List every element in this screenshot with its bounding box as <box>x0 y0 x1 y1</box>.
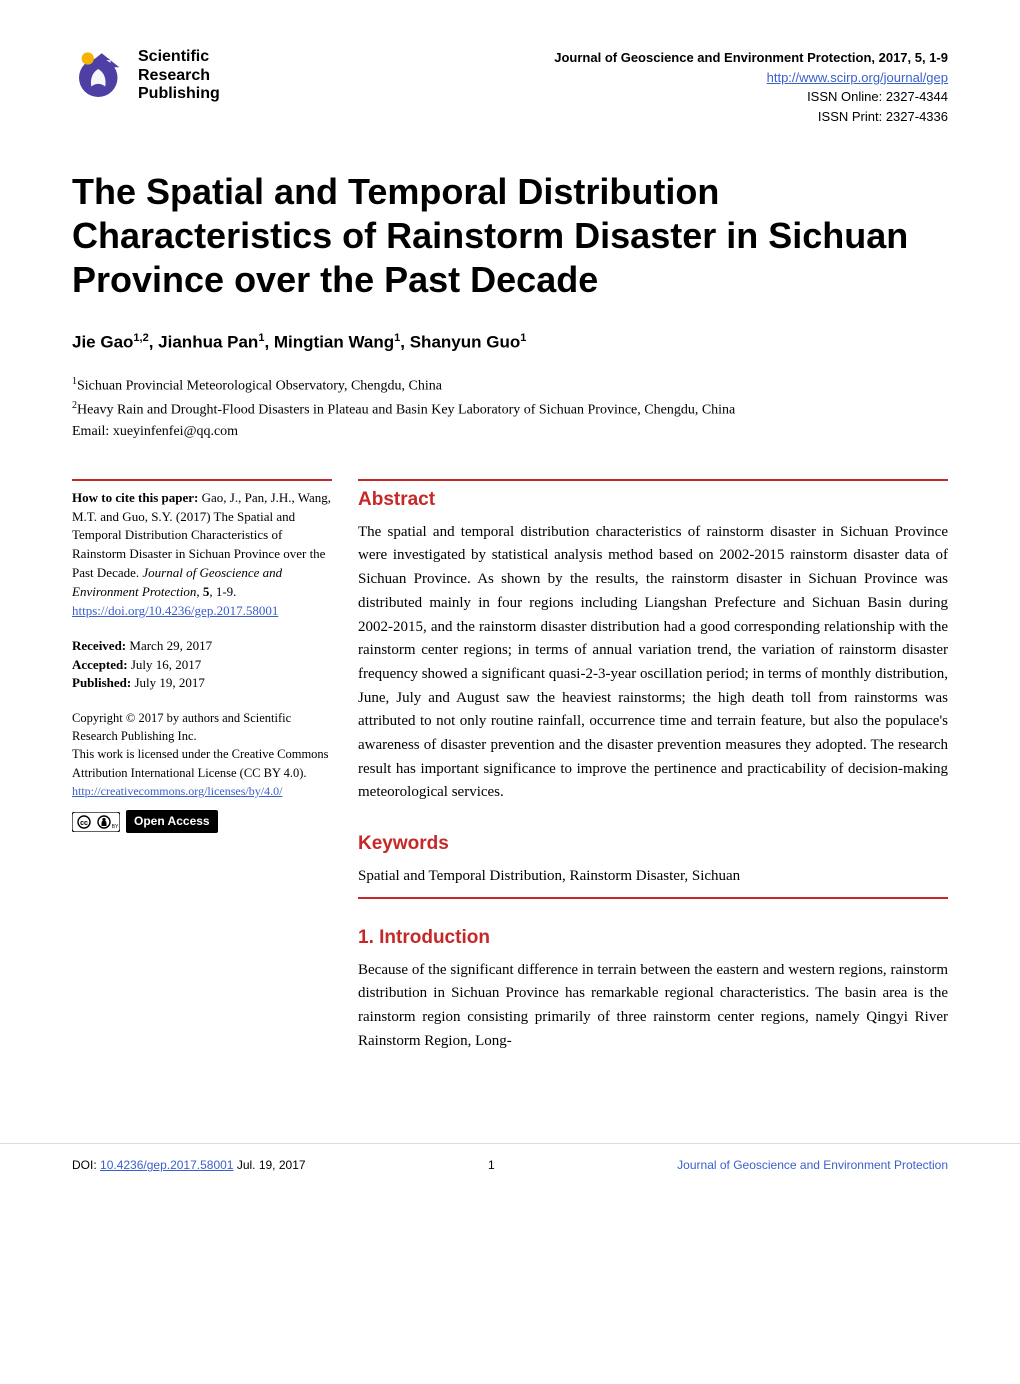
author-2-name: Jianhua Pan <box>158 332 258 351</box>
author-4-name: Shanyun Guo <box>410 332 521 351</box>
affiliation-1-text: Sichuan Provincial Meteorological Observ… <box>77 379 442 394</box>
abstract-top-rule <box>358 479 948 481</box>
published-label: Published: <box>72 675 131 690</box>
journal-title-line: Journal of Geoscience and Environment Pr… <box>554 48 948 68</box>
email-label: Email: <box>72 424 109 439</box>
published-line: Published: July 19, 2017 <box>72 674 332 693</box>
publisher-name: Scientific Research Publishing <box>138 48 220 103</box>
keywords-bottom-rule <box>358 897 948 899</box>
cc-license-link[interactable]: http://creativecommons.org/licenses/by/4… <box>72 784 282 798</box>
affiliation-2-text: Heavy Rain and Drought-Flood Disasters i… <box>77 402 735 417</box>
dates-block: Received: March 29, 2017 Accepted: July … <box>72 637 332 694</box>
footer-date: Jul. 19, 2017 <box>233 1158 305 1172</box>
two-column-layout: How to cite this paper: Gao, J., Pan, J.… <box>72 479 948 1082</box>
publisher-name-line2: Research <box>138 67 220 85</box>
citation-block: How to cite this paper: Gao, J., Pan, J.… <box>72 489 332 621</box>
license-text: This work is licensed under the Creative… <box>72 745 332 781</box>
footer-doi-link[interactable]: 10.4236/gep.2017.58001 <box>100 1158 233 1172</box>
abstract-heading: Abstract <box>358 489 948 511</box>
accepted-label: Accepted: <box>72 657 128 672</box>
publisher-logo-block: Scientific Research Publishing <box>72 48 220 104</box>
left-column: How to cite this paper: Gao, J., Pan, J.… <box>72 479 332 1082</box>
footer-journal-name: Journal of Geoscience and Environment Pr… <box>677 1158 948 1172</box>
cite-label: How to cite this paper: <box>72 490 198 505</box>
keywords-section: Keywords Spatial and Temporal Distributi… <box>358 833 948 899</box>
left-top-rule <box>72 479 332 481</box>
open-access-row: cc BY Open Access <box>72 810 332 833</box>
sep: , <box>400 332 409 351</box>
keywords-heading: Keywords <box>358 833 948 855</box>
footer-doi-label: DOI: <box>72 1158 100 1172</box>
article-title: The Spatial and Temporal Distribution Ch… <box>72 170 948 302</box>
published-value: July 19, 2017 <box>131 675 205 690</box>
received-line: Received: March 29, 2017 <box>72 637 332 656</box>
copyright-block: Copyright © 2017 by authors and Scientif… <box>72 709 332 800</box>
copyright-text: Copyright © 2017 by authors and Scientif… <box>72 709 332 745</box>
received-value: March 29, 2017 <box>126 638 212 653</box>
email-line: Email: xueyinfenfei@qq.com <box>72 421 948 443</box>
doi-link[interactable]: https://doi.org/10.4236/gep.2017.58001 <box>72 603 278 618</box>
svg-text:BY: BY <box>112 824 119 830</box>
introduction-heading: 1. Introduction <box>358 927 948 949</box>
sep: , <box>264 332 273 351</box>
affiliation-2: 2Heavy Rain and Drought-Flood Disasters … <box>72 398 948 421</box>
received-label: Received: <box>72 638 126 653</box>
footer-page-number: 1 <box>488 1158 495 1172</box>
abstract-section: Abstract The spatial and temporal distri… <box>358 489 948 805</box>
author-4-sup: 1 <box>520 332 526 344</box>
footer-left: DOI: 10.4236/gep.2017.58001 Jul. 19, 201… <box>72 1158 306 1172</box>
page-header: Scientific Research Publishing Journal o… <box>72 48 948 126</box>
email-value: xueyinfenfei@qq.com <box>113 424 238 439</box>
sep: , <box>149 332 158 351</box>
journal-url-link[interactable]: http://www.scirp.org/journal/gep <box>767 70 948 85</box>
keywords-body: Spatial and Temporal Distribution, Rains… <box>358 865 948 889</box>
cc-badge-icon: cc BY <box>72 812 120 832</box>
publisher-name-line1: Scientific <box>138 48 220 66</box>
right-column: Abstract The spatial and temporal distri… <box>358 479 948 1082</box>
abstract-body: The spatial and temporal distribution ch… <box>358 521 948 805</box>
author-3-name: Mingtian Wang <box>274 332 394 351</box>
author-1-name: Jie Gao <box>72 332 133 351</box>
svg-text:cc: cc <box>80 820 88 827</box>
journal-info: Journal of Geoscience and Environment Pr… <box>554 48 948 126</box>
introduction-section: 1. Introduction Because of the significa… <box>358 927 948 1054</box>
publisher-name-line3: Publishing <box>138 85 220 103</box>
introduction-body: Because of the significant difference in… <box>358 959 948 1054</box>
issn-print: ISSN Print: 2327-4336 <box>554 107 948 127</box>
page-footer: DOI: 10.4236/gep.2017.58001 Jul. 19, 201… <box>0 1143 1020 1200</box>
author-1-sup: 1,2 <box>133 332 148 344</box>
publisher-logo-icon <box>72 48 128 104</box>
affiliations-block: 1Sichuan Provincial Meteorological Obser… <box>72 374 948 442</box>
affiliation-1: 1Sichuan Provincial Meteorological Obser… <box>72 374 948 397</box>
open-access-badge: Open Access <box>126 810 218 833</box>
cite-text-c: , 1-9. <box>209 584 236 599</box>
issn-online: ISSN Online: 2327-4344 <box>554 87 948 107</box>
accepted-line: Accepted: July 16, 2017 <box>72 656 332 675</box>
accepted-value: July 16, 2017 <box>128 657 202 672</box>
authors-line: Jie Gao1,2, Jianhua Pan1, Mingtian Wang1… <box>72 332 948 353</box>
